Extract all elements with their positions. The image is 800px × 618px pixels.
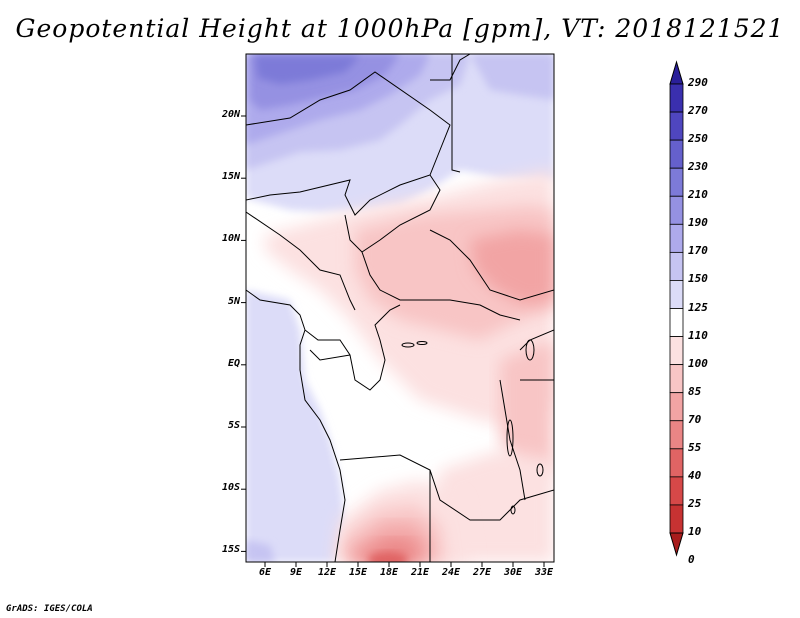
lon-label: 9E	[289, 567, 303, 578]
colorbar-box	[669, 476, 684, 506]
colorbar-box	[669, 504, 684, 534]
colorbar-min-triangle	[669, 532, 684, 557]
colorbar-label: 0	[688, 553, 695, 567]
colorbar-label: 70	[688, 412, 702, 426]
colorbar-label: 40	[688, 468, 702, 482]
lat-label: 5S	[227, 420, 240, 431]
colorbar-max-triangle	[669, 60, 684, 85]
colorbar-box	[669, 392, 684, 422]
colorbar-label: 150	[688, 272, 708, 286]
colorbar-label: 100	[688, 356, 708, 370]
lat-label: 15N	[221, 171, 240, 183]
colorbar-label: 110	[688, 328, 708, 342]
colorbar-box	[669, 167, 684, 197]
lon-label: 15E	[348, 567, 368, 578]
lon-label: 18E	[379, 567, 399, 578]
colorbar-label: 190	[688, 216, 708, 230]
colorbar-box	[669, 195, 684, 225]
colorbar-label: 170	[688, 244, 708, 258]
colorbar-box	[669, 139, 684, 169]
lat-label: 10S	[221, 482, 240, 494]
colorbar-label: 210	[688, 188, 708, 202]
colorbar-box	[669, 223, 684, 253]
lon-label: 6E	[258, 567, 272, 578]
lat-label: 15S	[221, 544, 240, 556]
lon-label: 21E	[410, 567, 430, 578]
lon-label: 27E	[472, 567, 492, 578]
colorbar-box	[669, 336, 684, 366]
lakes	[401, 339, 544, 515]
map-frame	[245, 53, 555, 563]
lat-label: 5N	[227, 295, 240, 307]
country-borders	[246, 54, 554, 562]
colorbar-label: 55	[688, 440, 702, 454]
colorbar	[669, 60, 684, 557]
colorbar-box	[669, 251, 684, 281]
colorbar-box	[669, 448, 684, 478]
lat-label: 10N	[221, 233, 240, 245]
lat-label: 20N	[221, 109, 240, 120]
colorbar-label: 290	[688, 76, 708, 89]
geopotential-field	[246, 54, 554, 562]
lon-label: 30E	[503, 567, 523, 578]
colorbar-box	[669, 111, 684, 141]
colorbar-label: 25	[688, 496, 702, 510]
colorbar-label: 125	[688, 300, 708, 314]
colorbar-label: 10	[688, 525, 702, 538]
map-title: Geopotential Height at 1000hPa [gpm], VT…	[15, 14, 785, 43]
colorbar-label: 230	[688, 160, 708, 174]
colorbar-box	[669, 308, 684, 337]
lon-label: 24E	[441, 567, 461, 578]
colorbar-box	[669, 420, 684, 450]
lon-label: 12E	[317, 567, 337, 578]
colorbar-label: 270	[688, 104, 708, 118]
lon-label: 33E	[534, 567, 554, 578]
colorbar-box	[669, 280, 684, 309]
axis-ticks	[241, 115, 545, 567]
colorbar-box	[669, 83, 684, 113]
colorbar-label: 250	[688, 132, 708, 146]
colorbar-box	[669, 364, 684, 394]
grads-credit: GrADS: IGES/COLA	[6, 604, 93, 614]
colorbar-label: 85	[688, 384, 702, 398]
lat-label: EQ	[227, 357, 240, 369]
